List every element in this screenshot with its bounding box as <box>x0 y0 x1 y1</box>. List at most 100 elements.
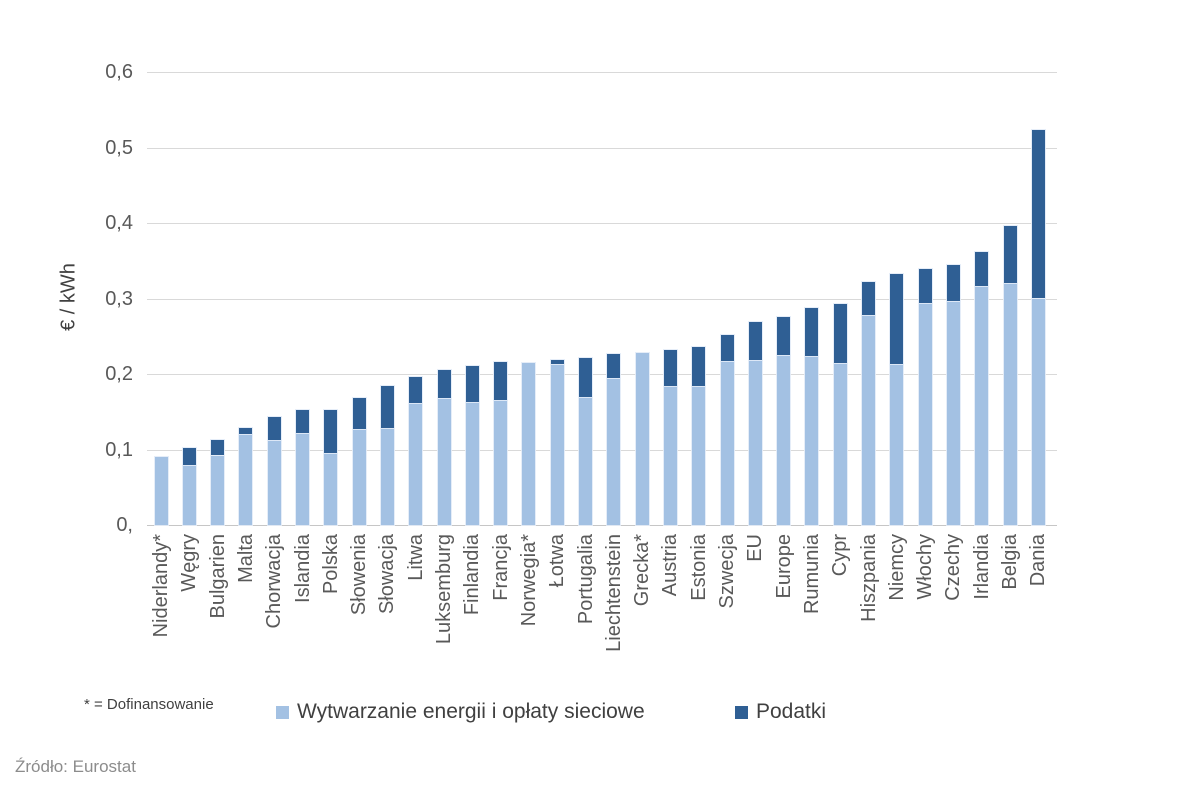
bar-segment-generation <box>635 352 649 525</box>
x-axis-label: Polska <box>319 534 342 595</box>
bar-segment-generation <box>239 433 253 525</box>
legend-swatch-generation-icon <box>276 705 289 719</box>
x-axis-label: Chorwacja <box>263 534 286 629</box>
bar-segment-taxes <box>720 334 734 362</box>
bar-segment-generation <box>296 432 309 525</box>
y-axis-title: € / kWh <box>57 263 80 331</box>
x-axis-label: Islandia <box>291 534 314 603</box>
x-axis-label: Czechy <box>942 534 965 601</box>
x-axis-label: Włochy <box>914 534 937 600</box>
y-gridline <box>147 147 1057 149</box>
x-axis-label: Dania <box>1027 534 1050 587</box>
bar-segment-generation <box>607 377 621 525</box>
bar-segment-generation <box>1031 298 1045 525</box>
x-axis-label: Grecka* <box>631 534 654 607</box>
bar-segment-taxes <box>182 448 196 466</box>
x-axis-label: Słowacja <box>376 534 399 615</box>
y-gridline <box>147 449 1057 451</box>
bar-segment-generation <box>720 361 734 525</box>
x-axis-label: Hiszpania <box>857 534 880 622</box>
x-axis-label: Niemcy <box>885 534 908 601</box>
x-axis-label: Francja <box>489 534 512 601</box>
bar-segment-generation <box>465 401 479 525</box>
bar-segment-generation <box>777 355 791 525</box>
bar-segment-taxes <box>465 366 479 402</box>
bar-segment-taxes <box>409 377 423 404</box>
footnote-subsidy: * = Dofinansowanie <box>84 696 214 713</box>
bar-segment-taxes <box>296 410 309 433</box>
x-axis-label: Słowenia <box>348 534 371 616</box>
bar-segment-generation <box>267 440 281 525</box>
bar-segment-taxes <box>494 361 508 400</box>
x-axis-label: Luksemburg <box>433 534 455 645</box>
x-axis-label: Rumunia <box>800 534 823 615</box>
bar-segment-taxes <box>918 269 932 304</box>
bar-segment-taxes <box>267 417 281 441</box>
bar-segment-taxes <box>748 321 762 361</box>
legend-label-generation: Wytwarzanie energii i opłaty sieciowe <box>297 700 645 723</box>
bar-segment-generation <box>409 403 423 525</box>
bar-segment-generation <box>550 364 564 525</box>
y-tick-label: 0,6 <box>105 61 133 83</box>
y-gridline <box>147 72 1057 73</box>
x-axis-label: Niderlandy* <box>150 534 172 638</box>
bar-segment-generation <box>748 360 762 525</box>
bar-segment-taxes <box>833 303 847 364</box>
bar-segment-taxes <box>437 370 451 399</box>
bar-segment-generation <box>380 428 394 525</box>
x-axis-label: Estonia <box>687 534 710 601</box>
bar-segment-taxes <box>692 346 706 387</box>
x-axis-label: Łotwa <box>546 534 569 588</box>
x-axis-label: Litwa <box>404 534 427 581</box>
x-axis-label: Finlandia <box>461 534 484 616</box>
legend-item-taxes: Podatki <box>735 700 826 724</box>
legend-item-generation: Wytwarzanie energii i opłaty sieciowe <box>276 700 645 724</box>
bar-segment-generation <box>522 362 536 525</box>
bar-segment-taxes <box>352 398 366 430</box>
bar-segment-taxes <box>380 386 394 429</box>
bar-segment-taxes <box>777 316 791 356</box>
bar-segment-generation <box>805 355 819 525</box>
bar-segment-taxes <box>324 409 338 453</box>
x-axis-label: Austria <box>659 534 682 597</box>
bar-segment-generation <box>1003 282 1017 525</box>
x-axis-label: Szwecja <box>716 534 738 609</box>
bar-segment-taxes <box>946 264 960 301</box>
bar-segment-generation <box>324 452 338 525</box>
x-axis-label: Belgia <box>999 534 1021 590</box>
bar-segment-generation <box>833 363 847 525</box>
bar-segment-generation <box>352 429 366 525</box>
bar-segment-generation <box>579 396 592 525</box>
bar-segment-taxes <box>663 349 677 386</box>
bar-segment-taxes <box>550 360 564 365</box>
y-tick-label: 0,1 <box>105 438 133 461</box>
x-axis-label: Europe <box>772 534 795 599</box>
bar-segment-generation <box>437 398 451 525</box>
x-axis-label: Cypr <box>829 534 852 577</box>
bar-segment-generation <box>211 455 225 525</box>
x-axis-label: Portugalia <box>574 534 597 625</box>
bar-segment-taxes <box>239 427 253 434</box>
bar-segment-generation <box>890 364 904 525</box>
x-axis-line <box>147 525 1057 526</box>
bar-segment-taxes <box>211 440 225 456</box>
bar-segment-taxes <box>607 354 621 378</box>
bar-segment-generation <box>946 300 960 525</box>
bar-segment-generation <box>692 386 706 525</box>
bar-segment-generation <box>975 286 989 525</box>
bar-segment-taxes <box>975 251 989 287</box>
x-axis-label: Irlandia <box>970 534 993 600</box>
x-axis-label: Norwegia* <box>517 534 540 627</box>
bar-segment-taxes <box>1003 226 1017 283</box>
bar-segment-generation <box>182 465 196 525</box>
legend-swatch-taxes-icon <box>735 705 748 719</box>
bar-segment-generation <box>862 315 875 525</box>
source-caption: Źródło: Eurostat <box>15 757 136 776</box>
bar-segment-generation <box>918 303 932 525</box>
y-tick-label: 0,2 <box>105 363 133 385</box>
x-axis-label: EU <box>744 534 767 562</box>
y-tick-label: 0,4 <box>105 212 133 234</box>
x-axis-label: Liechtenstein <box>602 534 625 652</box>
bar-segment-taxes <box>1031 130 1045 299</box>
